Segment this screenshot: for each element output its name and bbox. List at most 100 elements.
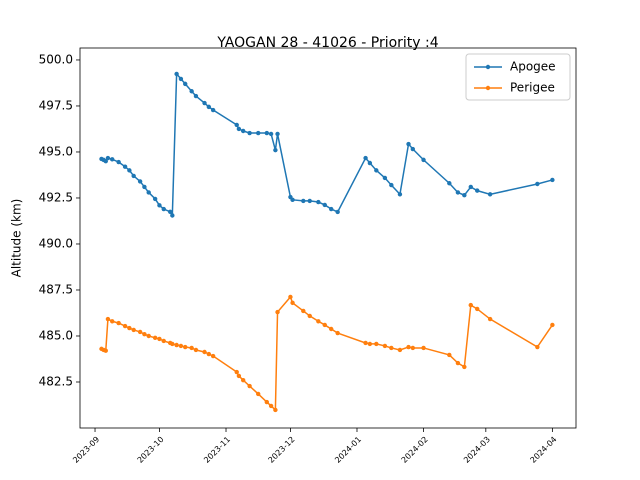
data-point (105, 316, 111, 322)
data-point (367, 160, 373, 166)
data-point (273, 407, 278, 413)
data-point (174, 342, 179, 348)
data-point (174, 71, 179, 77)
data-point (421, 157, 426, 163)
data-point (421, 345, 426, 351)
data-point (240, 377, 246, 383)
data-point (170, 341, 175, 347)
data-point (137, 179, 143, 184)
data-point (389, 345, 394, 351)
data-point (131, 327, 136, 333)
data-point (264, 130, 270, 136)
data-point (322, 322, 327, 328)
data-point (152, 196, 158, 202)
data-point (236, 126, 242, 132)
data-point (167, 209, 173, 214)
data-point (475, 306, 480, 312)
data-point (462, 193, 467, 198)
data-point (142, 331, 147, 337)
data-point (374, 341, 379, 347)
y-axis-label: Altitude (km) (10, 199, 24, 278)
data-point (210, 107, 216, 113)
y-tick-label: 492.5 (39, 190, 73, 204)
legend-label: Perigee (510, 81, 555, 95)
data-point (189, 345, 194, 351)
data-point (189, 89, 194, 94)
data-point (142, 184, 147, 190)
data-point (202, 349, 207, 355)
y-tick-label: 487.5 (39, 282, 73, 296)
data-point (329, 326, 334, 332)
data-point (363, 340, 368, 346)
data-point (183, 81, 188, 87)
data-point (275, 131, 280, 137)
data-point (550, 177, 555, 183)
data-point (410, 146, 416, 152)
y-tick-label: 495.0 (39, 144, 73, 158)
data-point (131, 173, 136, 179)
y-tick-label: 482.5 (39, 374, 73, 388)
data-point (406, 141, 411, 147)
data-point (193, 93, 199, 99)
data-point (487, 192, 493, 197)
data-point (137, 329, 143, 335)
data-point (103, 348, 108, 353)
data-point (462, 364, 467, 370)
data-point (170, 213, 175, 218)
data-point (103, 158, 108, 164)
data-point (236, 373, 242, 379)
y-tick-label: 500.0 (39, 52, 73, 66)
data-point (290, 197, 295, 203)
data-point (146, 333, 151, 339)
data-point (247, 130, 252, 136)
data-point (455, 360, 461, 366)
chart-title: YAOGAN 28 - 41026 - Priority :4 (216, 35, 438, 51)
data-point (127, 325, 132, 331)
data-point (152, 335, 158, 341)
data-point (157, 336, 162, 342)
data-point (301, 198, 306, 204)
data-point (307, 313, 312, 319)
data-point (550, 322, 555, 328)
data-point (273, 147, 278, 153)
data-point (363, 155, 368, 161)
data-point (468, 184, 473, 190)
data-point (206, 104, 212, 110)
data-point (535, 181, 540, 187)
data-point (146, 190, 151, 195)
data-point (307, 198, 312, 204)
legend-label: Apogee (510, 60, 556, 74)
data-point (193, 347, 199, 353)
data-point (178, 76, 184, 82)
data-point (234, 122, 239, 128)
data-point (122, 164, 128, 169)
data-point (202, 100, 207, 106)
data-point (268, 403, 274, 409)
data-point (240, 128, 246, 134)
data-point (374, 168, 379, 173)
data-point (116, 159, 121, 165)
data-point (397, 347, 403, 353)
data-point (487, 316, 493, 322)
data-point (105, 155, 111, 161)
data-point (329, 206, 334, 212)
data-point (468, 302, 473, 308)
y-tick-label: 485.0 (39, 328, 73, 342)
data-point (264, 399, 270, 405)
data-point (268, 131, 274, 137)
data-point (316, 199, 321, 205)
data-point (475, 188, 480, 193)
data-point (447, 352, 452, 358)
data-point (316, 319, 321, 324)
data-point (256, 130, 261, 136)
data-point (447, 181, 452, 186)
legend-marker (485, 64, 491, 70)
data-point (397, 192, 403, 197)
data-point (247, 383, 252, 389)
data-point (389, 182, 394, 188)
data-point (535, 344, 540, 350)
data-point (161, 338, 166, 344)
data-point (116, 320, 121, 326)
